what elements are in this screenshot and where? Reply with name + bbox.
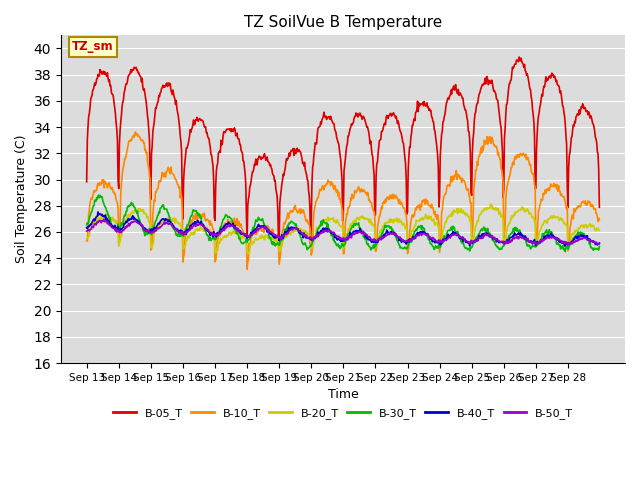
Line: B-10_T: B-10_T (86, 132, 600, 269)
X-axis label: Time: Time (328, 388, 358, 401)
Line: B-50_T: B-50_T (86, 219, 600, 245)
Line: B-30_T: B-30_T (86, 195, 600, 252)
Y-axis label: Soil Temperature (C): Soil Temperature (C) (15, 135, 28, 264)
Title: TZ SoilVue B Temperature: TZ SoilVue B Temperature (244, 15, 442, 30)
Line: B-05_T: B-05_T (86, 57, 600, 244)
Line: B-40_T: B-40_T (86, 212, 600, 246)
Legend: B-05_T, B-10_T, B-20_T, B-30_T, B-40_T, B-50_T: B-05_T, B-10_T, B-20_T, B-30_T, B-40_T, … (109, 403, 577, 423)
Text: TZ_sm: TZ_sm (72, 40, 114, 53)
Line: B-20_T: B-20_T (86, 204, 600, 254)
